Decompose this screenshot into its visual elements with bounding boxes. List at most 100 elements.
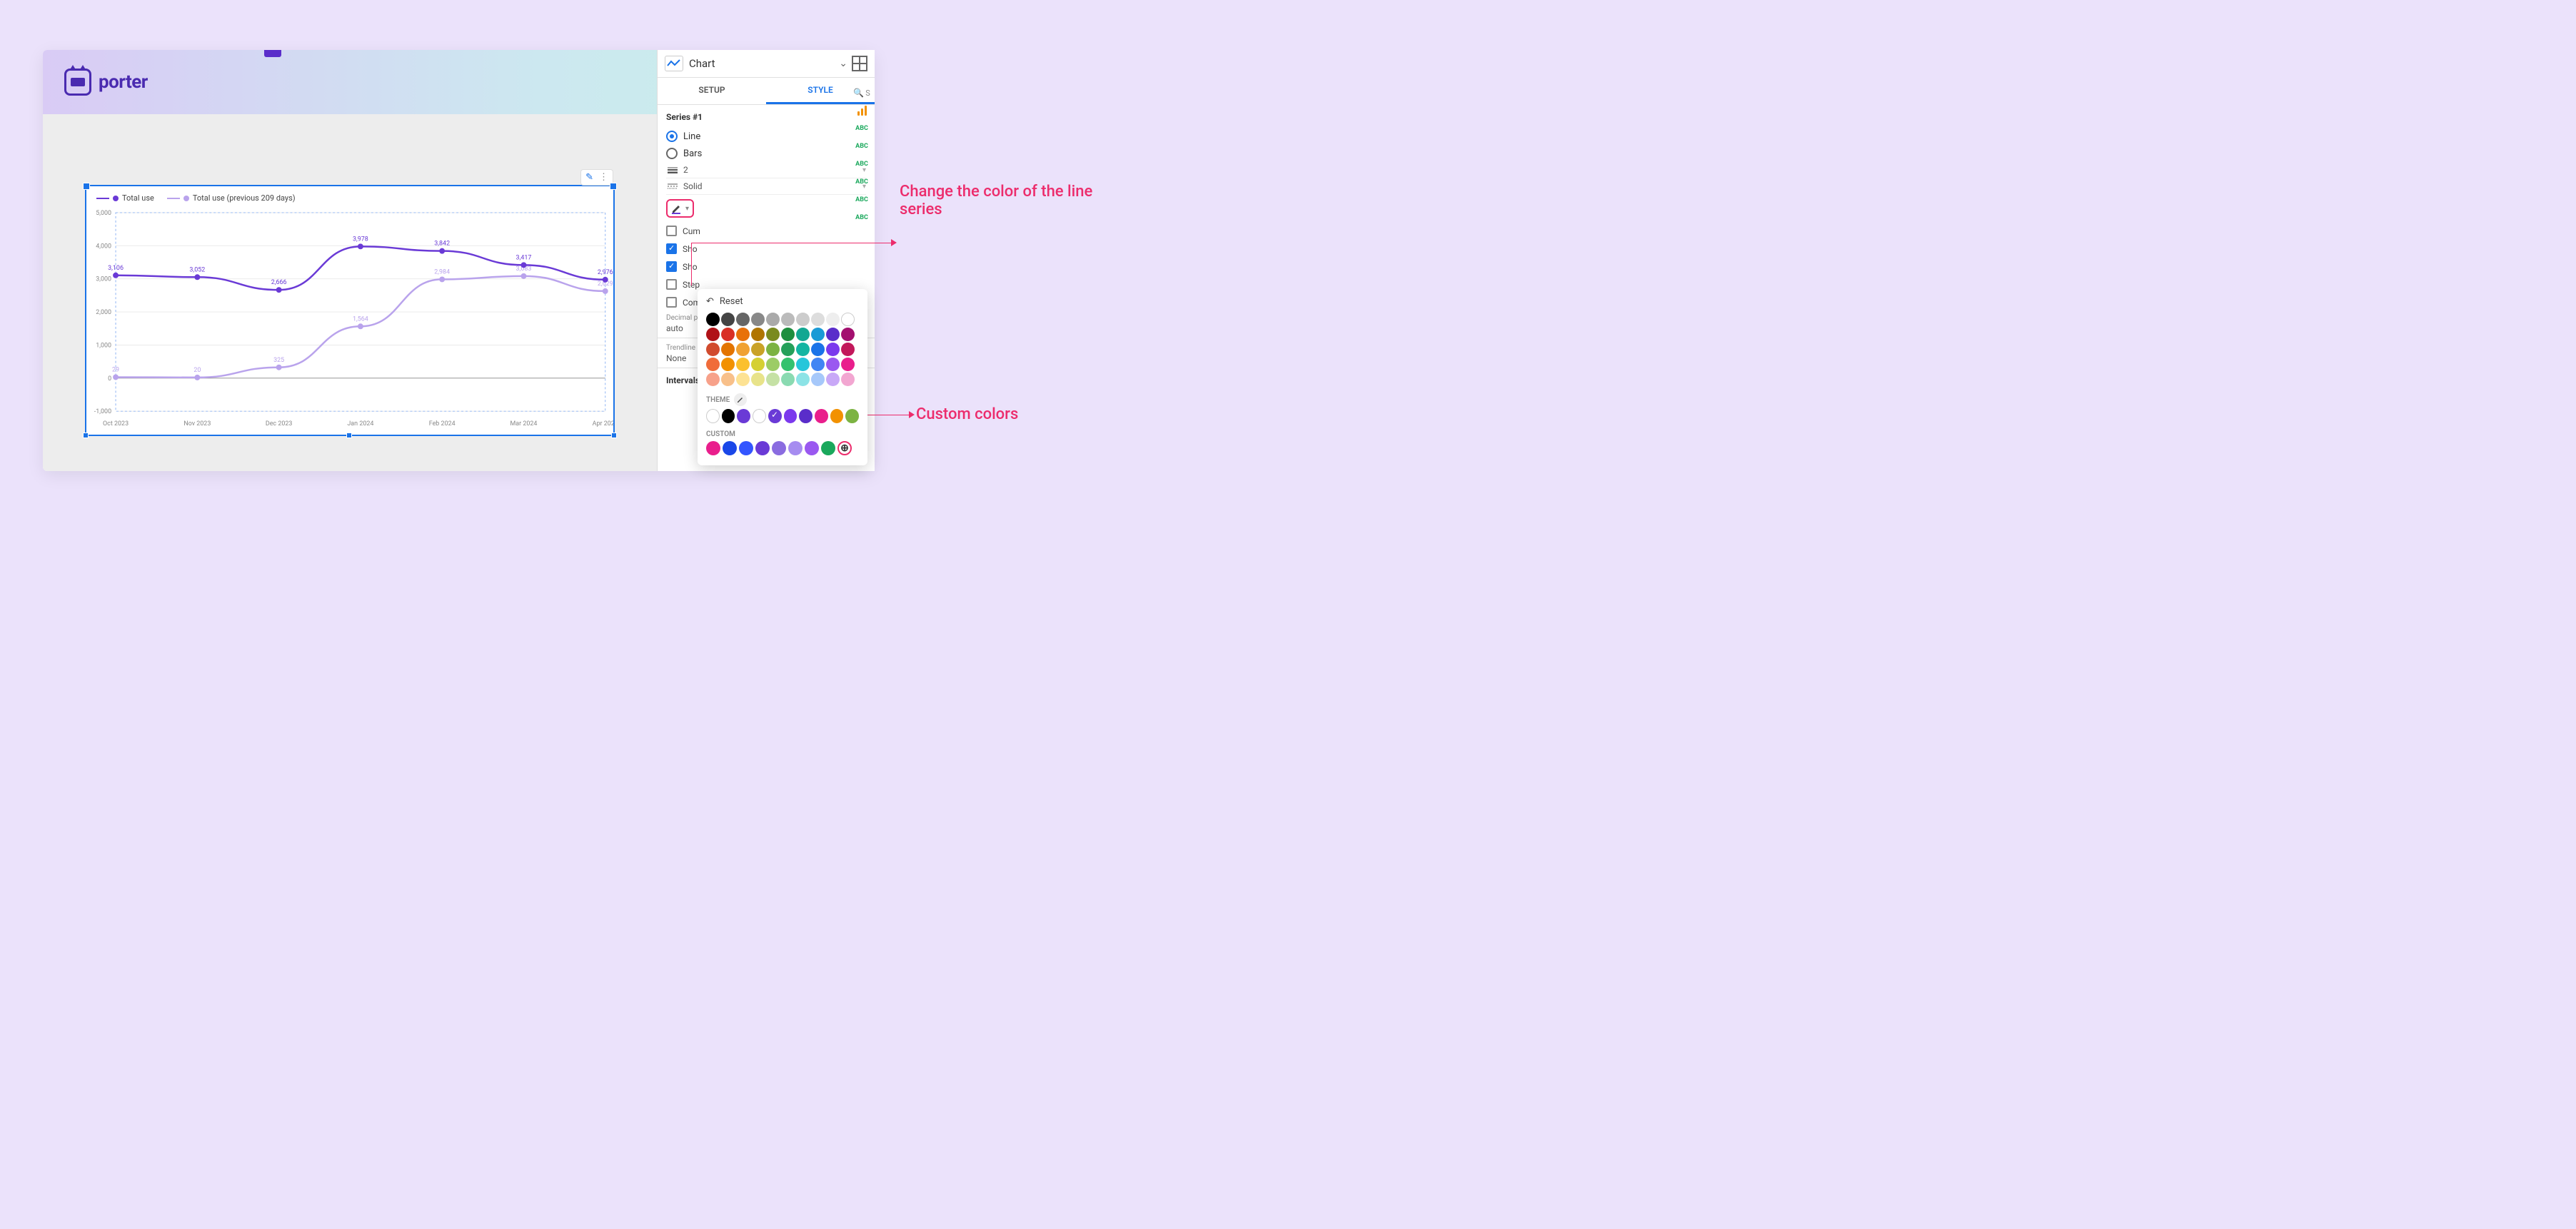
color-swatch[interactable] — [766, 343, 780, 356]
color-swatch[interactable] — [736, 313, 750, 326]
color-swatch[interactable] — [811, 313, 825, 326]
layout-grid-icon[interactable] — [852, 56, 867, 71]
series-type-line[interactable]: Line — [666, 128, 866, 145]
color-swatch[interactable] — [736, 328, 750, 341]
color-swatch[interactable] — [781, 358, 795, 371]
color-swatch[interactable] — [721, 358, 735, 371]
color-swatch[interactable] — [751, 328, 765, 341]
color-swatch[interactable] — [781, 373, 795, 386]
color-swatch[interactable] — [736, 373, 750, 386]
theme-swatch[interactable] — [830, 409, 844, 423]
color-swatch[interactable] — [751, 358, 765, 371]
theme-swatch[interactable] — [815, 409, 828, 423]
color-swatch[interactable] — [736, 343, 750, 356]
color-swatch[interactable] — [811, 328, 825, 341]
color-swatch[interactable] — [841, 328, 855, 341]
dimension-abc-2[interactable]: ABC — [852, 139, 872, 153]
color-swatch[interactable] — [796, 313, 810, 326]
chart-type-selector[interactable]: Chart ⌄ — [658, 50, 875, 78]
tab-setup[interactable]: SETUP — [658, 78, 766, 104]
theme-swatch[interactable] — [753, 409, 766, 423]
option-show-labels[interactable]: Sho — [666, 258, 866, 275]
color-swatch[interactable] — [796, 328, 810, 341]
color-swatch[interactable] — [811, 358, 825, 371]
dimension-abc-6[interactable]: ABC — [852, 211, 872, 225]
color-swatch[interactable] — [706, 373, 720, 386]
radio-bars[interactable] — [666, 148, 678, 159]
color-swatch[interactable] — [826, 373, 840, 386]
theme-swatch[interactable] — [768, 409, 782, 423]
color-swatch[interactable] — [751, 373, 765, 386]
add-custom-color-button[interactable]: ⊕ — [837, 441, 852, 455]
color-swatch[interactable] — [766, 373, 780, 386]
color-swatch[interactable] — [751, 343, 765, 356]
chart-frame[interactable]: ✎ ⋮ Total use Total use (previous 209 da… — [86, 186, 614, 435]
checkbox-cumulative[interactable] — [666, 226, 677, 236]
color-swatch[interactable] — [736, 358, 750, 371]
custom-swatch[interactable] — [805, 441, 819, 455]
resize-handle-bl[interactable] — [83, 433, 89, 438]
color-swatch[interactable] — [766, 358, 780, 371]
color-swatch[interactable] — [796, 358, 810, 371]
chart-more-icon[interactable]: ⋮ — [599, 172, 608, 183]
color-swatch[interactable] — [721, 343, 735, 356]
search-mini[interactable]: 🔍S — [852, 86, 872, 100]
color-swatch[interactable] — [721, 328, 735, 341]
theme-swatch[interactable] — [722, 409, 735, 423]
custom-swatch[interactable] — [706, 441, 720, 455]
radio-line[interactable] — [666, 131, 678, 142]
checkbox-show-labels[interactable] — [666, 261, 677, 272]
theme-swatch[interactable] — [737, 409, 750, 423]
custom-swatch[interactable] — [772, 441, 786, 455]
color-swatch[interactable] — [826, 313, 840, 326]
color-swatch[interactable] — [796, 373, 810, 386]
color-swatch[interactable] — [826, 343, 840, 356]
color-swatch[interactable] — [796, 343, 810, 356]
color-swatch[interactable] — [841, 358, 855, 371]
color-swatch[interactable] — [811, 373, 825, 386]
color-swatch[interactable] — [751, 313, 765, 326]
custom-swatch[interactable] — [755, 441, 770, 455]
theme-edit-icon[interactable] — [734, 393, 747, 406]
color-swatch[interactable] — [811, 343, 825, 356]
color-swatch[interactable] — [841, 373, 855, 386]
resize-handle-br[interactable] — [611, 433, 617, 438]
color-swatch[interactable] — [781, 313, 795, 326]
color-swatch[interactable] — [826, 328, 840, 341]
dimension-abc-4[interactable]: ABC — [852, 175, 872, 189]
checkbox-stepped[interactable] — [666, 279, 677, 290]
series-color-button[interactable]: ▾ — [666, 199, 694, 218]
color-swatch[interactable] — [841, 343, 855, 356]
dimension-abc-5[interactable]: ABC — [852, 193, 872, 207]
resize-handle-bm[interactable] — [346, 433, 352, 438]
theme-swatch[interactable] — [784, 409, 798, 423]
line-weight-select[interactable]: 2 ▾ — [666, 162, 866, 178]
custom-swatch[interactable] — [739, 441, 753, 455]
theme-swatch[interactable] — [845, 409, 859, 423]
dimension-abc-1[interactable]: ABC — [852, 121, 872, 136]
color-swatch[interactable] — [706, 343, 720, 356]
color-reset-button[interactable]: ↶ Reset — [706, 296, 859, 313]
color-swatch[interactable] — [721, 313, 735, 326]
series-type-bars[interactable]: Bars — [666, 145, 866, 162]
custom-swatch[interactable] — [788, 441, 803, 455]
color-swatch[interactable] — [766, 313, 780, 326]
color-swatch[interactable] — [766, 328, 780, 341]
color-swatch[interactable] — [706, 328, 720, 341]
color-swatch[interactable] — [781, 328, 795, 341]
checkbox-show-points[interactable] — [666, 243, 677, 254]
option-cumulative[interactable]: Cum — [666, 222, 866, 240]
chart-edit-icon[interactable]: ✎ — [585, 172, 593, 183]
color-swatch[interactable] — [781, 343, 795, 356]
theme-swatch[interactable] — [799, 409, 812, 423]
color-swatch[interactable] — [841, 313, 855, 326]
color-swatch[interactable] — [706, 358, 720, 371]
custom-swatch[interactable] — [821, 441, 835, 455]
metric-icon[interactable] — [852, 103, 872, 118]
dimension-abc-3[interactable]: ABC — [852, 157, 872, 171]
color-swatch[interactable] — [826, 358, 840, 371]
color-swatch[interactable] — [706, 313, 720, 326]
line-style-select[interactable]: Solid ▾ — [666, 178, 866, 195]
checkbox-compact[interactable] — [666, 297, 677, 308]
color-swatch[interactable] — [721, 373, 735, 386]
